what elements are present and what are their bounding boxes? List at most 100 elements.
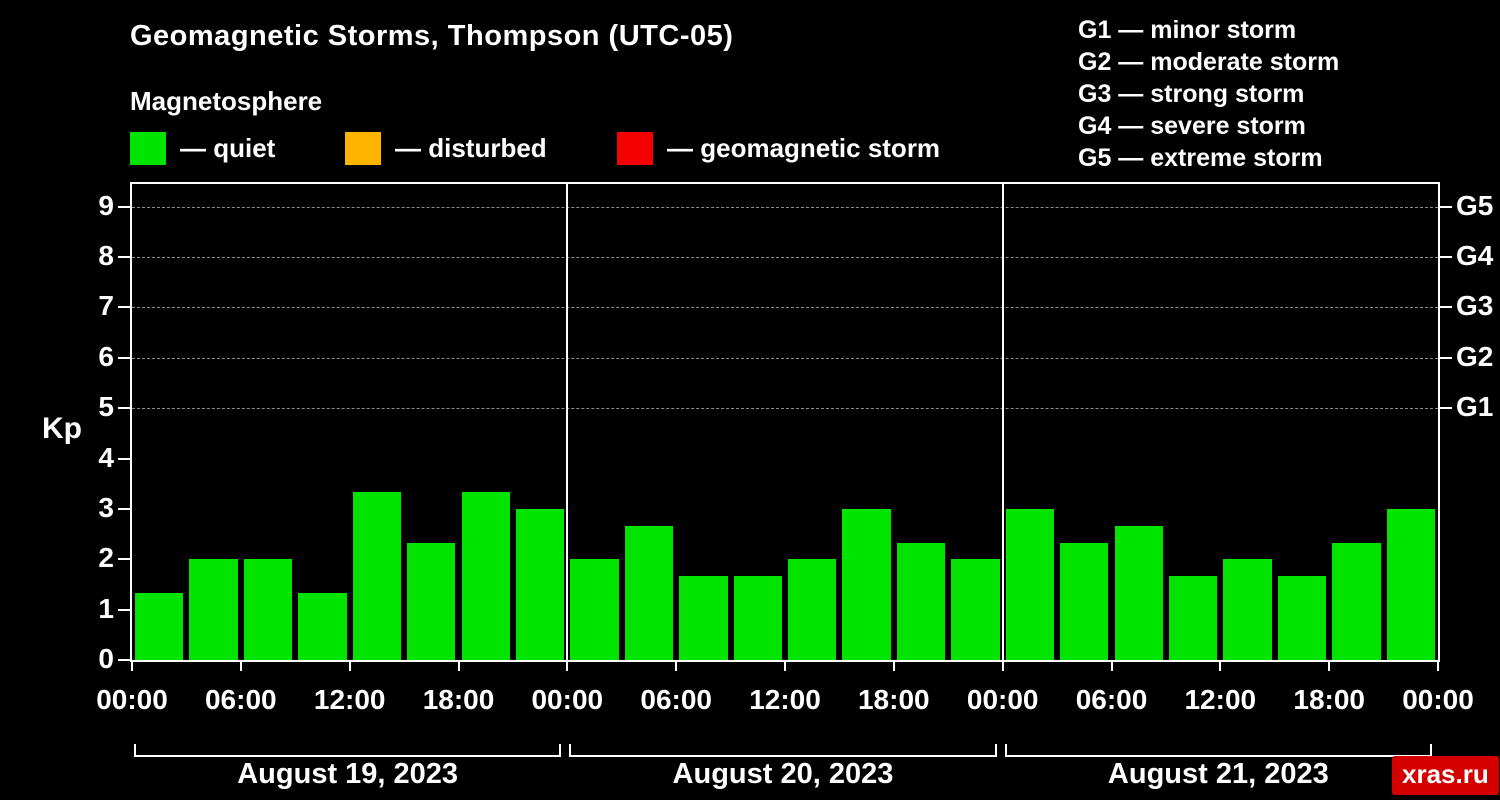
kp-bar-d2-s1 bbox=[1060, 542, 1109, 660]
kp-bar-d2-s3 bbox=[1168, 575, 1218, 660]
legend-label-disturbed: — disturbed bbox=[395, 133, 547, 163]
storm-scale-g1: G1 — minor storm bbox=[1078, 16, 1297, 44]
xras-watermark-link[interactable]: xras.ru bbox=[1392, 756, 1499, 795]
x-tick-label-2: 12:00 bbox=[313, 684, 386, 715]
y-tick-6 bbox=[118, 356, 130, 359]
kp-bar-d1-s7 bbox=[951, 559, 1000, 660]
x-tick-label-9: 06:00 bbox=[1075, 684, 1148, 715]
y-tick-label-9: 9 bbox=[98, 189, 114, 221]
gridline-kp9 bbox=[132, 206, 1438, 208]
subtitle-magnetosphere: Magnetosphere bbox=[130, 86, 323, 116]
x-tick-label-7: 18:00 bbox=[857, 684, 930, 715]
y-tick-label-8: 8 bbox=[98, 240, 114, 271]
page-title: Geomagnetic Storms, Thompson (UTC-05) bbox=[130, 20, 734, 52]
y-tick-8 bbox=[118, 256, 130, 258]
kp-bar-d0-s4 bbox=[352, 492, 402, 660]
kp-bar-d1-s4 bbox=[788, 559, 837, 660]
g-tick-G4 bbox=[1440, 256, 1452, 258]
x-tick-label-4: 00:00 bbox=[531, 684, 604, 715]
x-tick-9 bbox=[1110, 662, 1113, 671]
legend-label-storm: — geomagnetic storm bbox=[667, 133, 941, 163]
kp-bar-d2-s6 bbox=[1332, 542, 1381, 660]
x-tick-1 bbox=[239, 662, 242, 671]
kp-bar-d1-s2 bbox=[679, 575, 728, 660]
kp-bar-d0-s2 bbox=[243, 559, 293, 660]
kp-bar-d1-s0 bbox=[570, 559, 619, 660]
x-tick-label-0: 00:00 bbox=[96, 684, 168, 715]
storm-scale-g4: G4 — severe storm bbox=[1078, 112, 1306, 140]
y-tick-5 bbox=[118, 407, 130, 410]
y-tick-9 bbox=[118, 205, 130, 208]
legend-item-quiet: — quiet bbox=[130, 132, 275, 165]
storm-scale-g3: G3 — strong storm bbox=[1078, 80, 1305, 108]
day-labels: August 19, 2023 August 20, 2023 August 21,… bbox=[130, 758, 1440, 794]
x-tick-label-6: 12:00 bbox=[749, 684, 821, 715]
legend-item-storm: — geomagnetic storm bbox=[617, 132, 940, 165]
kp-bar-d0-s3 bbox=[298, 593, 347, 660]
y-tick-3 bbox=[118, 507, 130, 510]
kp-bar-d0-s6 bbox=[461, 492, 510, 660]
x-tick-12 bbox=[1437, 662, 1439, 671]
day-brackets bbox=[130, 744, 1440, 758]
kp-bar-d1-s5 bbox=[842, 508, 891, 660]
y-tick-label-1: 1 bbox=[98, 592, 114, 624]
kp-bar-d0-s0 bbox=[135, 593, 184, 660]
y-tick-label-4: 4 bbox=[98, 441, 114, 473]
x-axis-ticks bbox=[130, 662, 1440, 672]
day-label-1: August 20, 2023 bbox=[672, 758, 894, 790]
x-tick-11 bbox=[1328, 662, 1331, 671]
day-boundary-line-0 bbox=[566, 184, 569, 660]
y-tick-0 bbox=[118, 659, 130, 661]
storm-scale-g5: G5 — extreme storm bbox=[1078, 144, 1323, 172]
g-label-G1: G1 bbox=[1456, 391, 1494, 423]
g-label-G4: G4 bbox=[1456, 240, 1494, 271]
y-tick-4 bbox=[118, 457, 130, 460]
kp-bar-d2-s0 bbox=[1005, 508, 1055, 660]
storm-scale-g2: G2 — moderate storm bbox=[1078, 48, 1340, 76]
x-tick-0 bbox=[131, 662, 133, 671]
x-tick-label-3: 18:00 bbox=[422, 684, 495, 715]
day-label-0: August 19, 2023 bbox=[237, 758, 459, 790]
kp-bar-d0-s7 bbox=[515, 508, 565, 660]
kp-bar-d0-s5 bbox=[407, 542, 456, 660]
x-tick-label-11: 18:00 bbox=[1293, 684, 1365, 715]
kp-bar-d2-s5 bbox=[1277, 575, 1327, 660]
y-tick-label-2: 2 bbox=[98, 542, 114, 574]
x-tick-10 bbox=[1219, 662, 1222, 671]
storm-color-swatch bbox=[617, 132, 653, 165]
y-tick-label-5: 5 bbox=[98, 391, 114, 423]
kp-bar-d1-s1 bbox=[624, 525, 674, 660]
x-tick-label-10: 12:00 bbox=[1184, 684, 1257, 715]
x-tick-label-12: 00:00 bbox=[1402, 684, 1474, 715]
kp-bar-d2-s4 bbox=[1223, 559, 1272, 660]
legend-item-disturbed: — disturbed bbox=[345, 132, 547, 165]
gridline-kp5 bbox=[132, 408, 1438, 410]
kp-bar-d1-s3 bbox=[733, 575, 782, 660]
storm-scale-legend: G1 — minor storm G2 — moderate storm G3 … bbox=[1078, 14, 1339, 174]
x-tick-3 bbox=[457, 662, 460, 671]
y-tick-2 bbox=[118, 558, 130, 561]
g-tick-G3 bbox=[1440, 306, 1452, 309]
kp-bar-d2-s2 bbox=[1114, 525, 1163, 660]
x-tick-6 bbox=[784, 662, 786, 671]
x-tick-2 bbox=[348, 662, 351, 671]
kp-bar-d1-s6 bbox=[896, 542, 946, 660]
day-bracket-2 bbox=[1004, 744, 1432, 757]
x-tick-8 bbox=[1001, 662, 1004, 671]
day-boundary-line-1 bbox=[1001, 184, 1004, 660]
quiet-color-swatch bbox=[130, 132, 166, 165]
y-tick-1 bbox=[118, 608, 130, 611]
x-tick-label-1: 06:00 bbox=[204, 684, 277, 715]
gridline-kp6 bbox=[132, 357, 1438, 359]
x-tick-7 bbox=[892, 662, 895, 671]
g-label-G3: G3 bbox=[1456, 290, 1494, 322]
x-tick-label-5: 06:00 bbox=[640, 684, 712, 715]
x-tick-4 bbox=[566, 662, 569, 671]
y-tick-7 bbox=[118, 306, 130, 309]
day-bracket-0 bbox=[134, 744, 562, 757]
g-tick-G2 bbox=[1440, 356, 1452, 359]
g-label-G5: G5 bbox=[1456, 189, 1494, 221]
y-tick-label-0: 0 bbox=[98, 643, 114, 674]
x-tick-5 bbox=[675, 662, 678, 671]
